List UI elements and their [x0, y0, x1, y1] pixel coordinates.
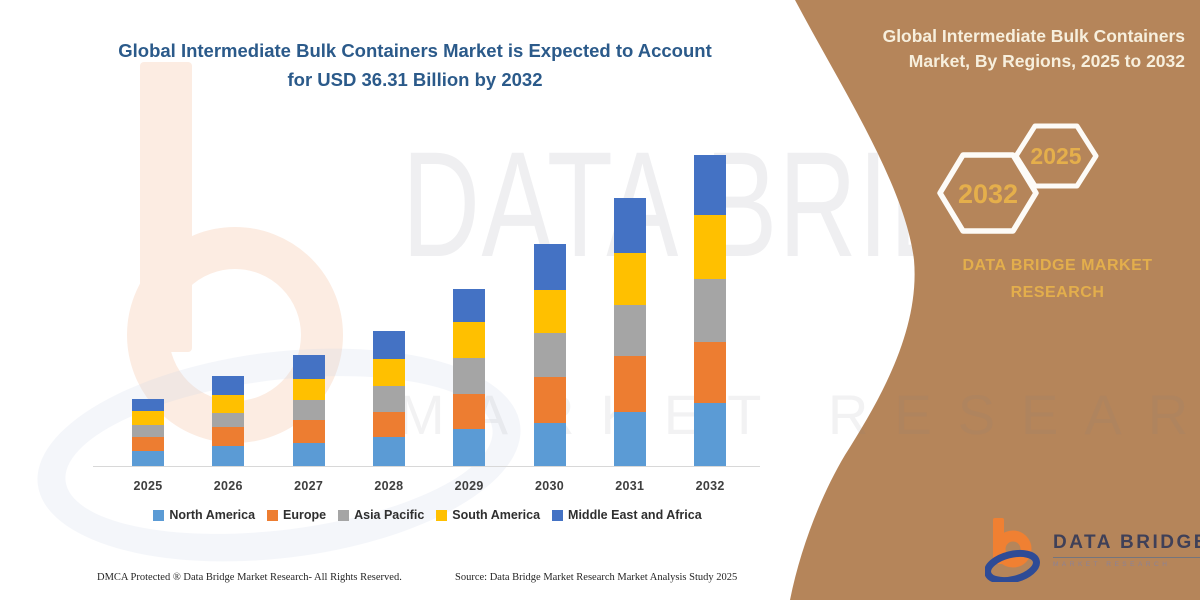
bar-segment-middle-east-and-africa-2028 — [372, 331, 405, 359]
bar-segment-middle-east-and-africa-2030 — [533, 244, 566, 291]
bar-segment-south-america-2025 — [132, 411, 164, 425]
bar-segment-middle-east-and-africa-2027 — [292, 354, 325, 379]
bar-segment-north-america-2032 — [694, 402, 727, 466]
bar-segment-south-america-2027 — [292, 378, 325, 400]
bar-segment-middle-east-and-africa-2031 — [613, 197, 646, 253]
legend-label-south-america: South America — [452, 508, 541, 522]
footer-source-text: Source: Data Bridge Market Research Mark… — [455, 572, 738, 583]
logo-tagline: MARKET RESEARCH — [1053, 561, 1171, 568]
bar-segment-europe-2028 — [372, 412, 405, 437]
bar-segment-asia-pacific-2027 — [292, 400, 325, 420]
bar-segment-south-america-2028 — [372, 358, 405, 387]
bar-segment-north-america-2030 — [533, 423, 566, 466]
bar-segment-asia-pacific-2031 — [613, 304, 646, 357]
bar-segment-asia-pacific-2032 — [694, 279, 727, 342]
hexagon-2025 — [1013, 123, 1099, 189]
x-axis-label-2026: 2026 — [213, 479, 243, 493]
bar-segment-asia-pacific-2026 — [212, 412, 245, 427]
legend-swatch-europe — [267, 509, 279, 521]
logo-name: DATA BRIDGE — [1053, 532, 1200, 558]
legend-item-south-america: South America — [436, 508, 540, 522]
footer-dmca-text: DMCA Protected ® Data Bridge Market Rese… — [97, 572, 402, 583]
watermark-sub-text: MARKET RESEARCH — [398, 383, 1200, 446]
legend-item-north-america: North America — [153, 508, 255, 522]
legend-item-europe: Europe — [267, 508, 326, 522]
bar-segment-middle-east-and-africa-2025 — [132, 399, 164, 412]
bar-segment-south-america-2031 — [613, 252, 646, 305]
x-axis-label-2028: 2028 — [374, 479, 404, 493]
bar-segment-north-america-2028 — [372, 436, 405, 466]
side-panel-shape — [790, 0, 1200, 600]
bar-segment-north-america-2029 — [453, 429, 486, 466]
bar-segment-south-america-2026 — [212, 394, 245, 413]
bar-segment-europe-2032 — [694, 341, 727, 403]
year-hexagons: 2032 2025 — [937, 123, 1099, 234]
bar-segment-middle-east-and-africa-2032 — [694, 154, 727, 215]
bar-segment-south-america-2030 — [533, 290, 566, 334]
side-panel-title: Global Intermediate Bulk Containers Mark… — [882, 26, 1185, 71]
legend-swatch-south-america — [436, 509, 448, 521]
bar-segment-middle-east-and-africa-2026 — [212, 376, 245, 395]
x-axis-label-2030: 2030 — [534, 479, 564, 493]
hexagon-2032-label: 2032 — [958, 179, 1018, 209]
x-axis-label-2027: 2027 — [294, 479, 324, 493]
x-axis-line — [93, 466, 760, 467]
bar-segment-north-america-2027 — [292, 442, 325, 466]
bar-segment-europe-2025 — [132, 436, 164, 451]
x-axis-label-2025: 2025 — [133, 479, 163, 493]
legend-swatch-north-america — [153, 509, 165, 521]
legend-label-asia-pacific: Asia Pacific — [354, 508, 425, 522]
bar-segment-europe-2029 — [453, 394, 486, 430]
x-axis-label-2032: 2032 — [695, 479, 725, 493]
bar-segment-europe-2027 — [292, 419, 325, 443]
legend-swatch-asia-pacific — [338, 509, 350, 521]
legend-swatch-middle-east-and-africa — [552, 509, 564, 521]
data-bridge-logo-icon — [985, 518, 1040, 582]
brand-text: DATA BRIDGE MARKET RESEARCH — [962, 257, 1153, 301]
bar-segment-asia-pacific-2030 — [533, 333, 566, 377]
legend-label-north-america: North America — [169, 508, 256, 522]
bar-segment-asia-pacific-2025 — [132, 424, 164, 437]
bar-segment-north-america-2025 — [132, 450, 164, 466]
x-axis-label-2031: 2031 — [615, 479, 645, 493]
legend: North America Europe Asia Pacific South Ame… — [95, 508, 760, 522]
legend-label-middle-east-and-africa: Middle East and Africa — [568, 508, 702, 522]
legend-item-asia-pacific: Asia Pacific — [338, 508, 424, 522]
hexagon-2032 — [937, 152, 1039, 234]
bar-segment-europe-2031 — [613, 356, 646, 412]
bar-segment-south-america-2029 — [453, 322, 486, 358]
bar-segment-south-america-2032 — [694, 214, 727, 280]
legend-label-europe: Europe — [283, 508, 327, 522]
bar-segment-north-america-2026 — [212, 446, 245, 466]
legend-item-middle-east-and-africa: Middle East and Africa — [552, 508, 702, 522]
chart-title: Global Intermediate Bulk Containers Mark… — [118, 40, 712, 90]
bar-segment-europe-2026 — [212, 426, 245, 447]
bar-segment-asia-pacific-2029 — [453, 358, 486, 394]
bar-segment-middle-east-and-africa-2029 — [453, 288, 486, 323]
bar-segment-europe-2030 — [533, 376, 566, 424]
bar-segment-asia-pacific-2028 — [372, 386, 405, 412]
x-axis-label-2029: 2029 — [454, 479, 484, 493]
data-bridge-logo: DATA BRIDGE MARKET RESEARCH — [985, 518, 1200, 582]
bar-segment-north-america-2031 — [613, 412, 646, 466]
hexagon-2025-label: 2025 — [1030, 143, 1081, 169]
